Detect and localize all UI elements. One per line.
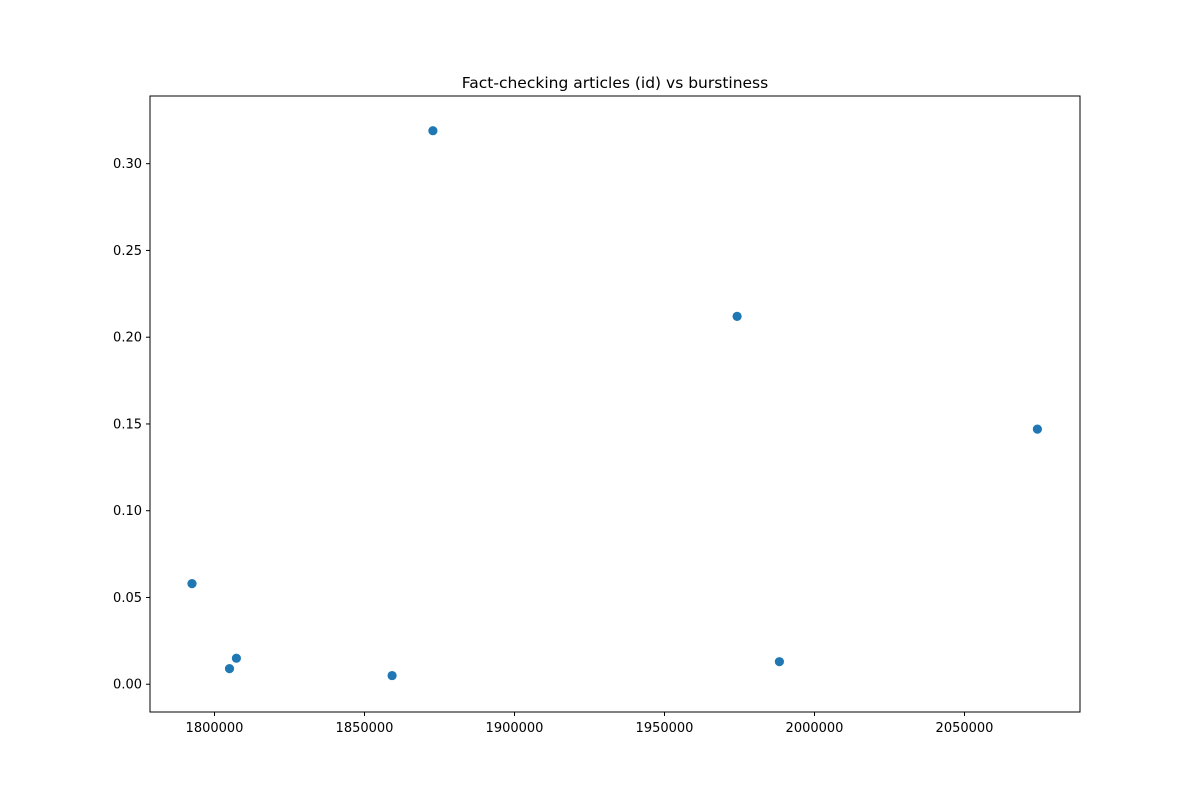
data-point: [732, 311, 742, 321]
x-tick-label: 1950000: [636, 721, 694, 736]
x-tick-label: 1900000: [486, 721, 544, 736]
plot-area-frame: [149, 95, 1081, 713]
data-point: [774, 657, 785, 667]
data-point: [428, 126, 438, 136]
x-tick-label: 2050000: [936, 721, 994, 736]
y-axis-ticks: 0.00 0.05 0.10 0.15 0.20 0.25 0.30: [113, 157, 150, 693]
data-point: [187, 578, 197, 589]
x-tick-label: 1800000: [186, 721, 244, 736]
y-tick-label: 0.00: [113, 678, 142, 693]
data-point: [1032, 424, 1042, 434]
y-tick-label: 0.15: [113, 417, 142, 432]
y-tick-label: 0.05: [113, 591, 142, 606]
data-points: [187, 126, 1042, 681]
data-point: [387, 670, 397, 681]
y-tick-label: 0.30: [113, 157, 142, 172]
chart-title: Fact-checking articles (id) vs burstines…: [462, 74, 768, 92]
x-tick-label: 2000000: [786, 721, 844, 736]
y-tick-label: 0.25: [113, 244, 142, 259]
data-point: [224, 664, 235, 674]
y-tick-label: 0.20: [113, 331, 142, 346]
x-axis-ticks: 1800000 1850000 1900000 1950000 2000000 20500…: [186, 712, 994, 736]
x-tick-label: 1850000: [336, 721, 394, 736]
data-point: [231, 653, 241, 663]
y-tick-label: 0.10: [113, 504, 142, 519]
